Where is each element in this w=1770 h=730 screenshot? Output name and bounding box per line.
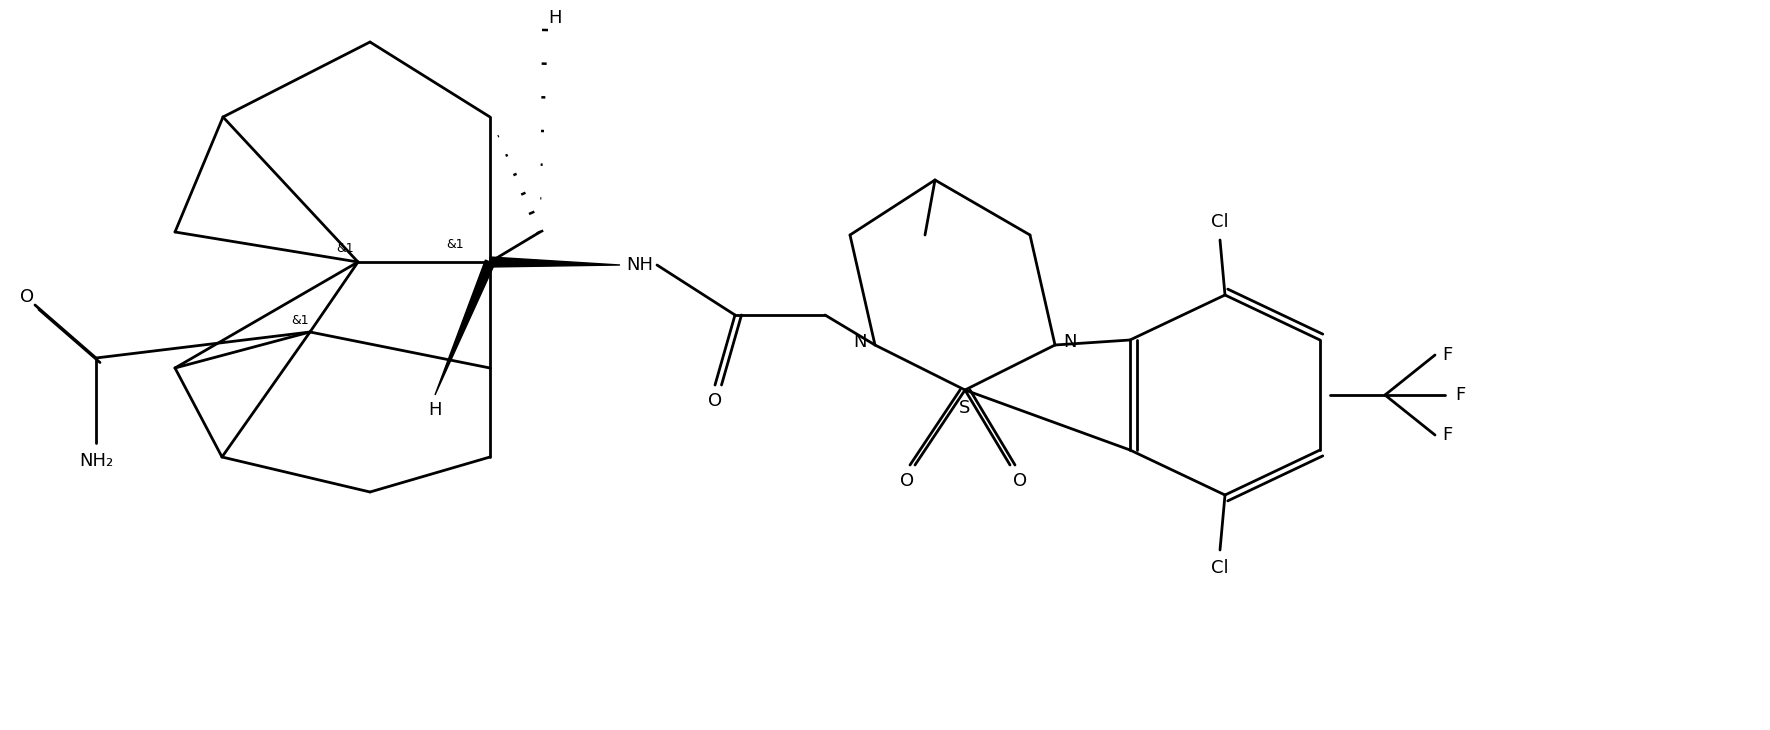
Text: O: O: [708, 392, 722, 410]
Text: &1: &1: [292, 313, 308, 326]
Text: O: O: [1012, 472, 1027, 490]
Text: F: F: [1455, 386, 1466, 404]
Text: H: H: [549, 9, 561, 27]
Polygon shape: [435, 260, 494, 395]
Text: NH₂: NH₂: [80, 452, 113, 470]
Text: NH: NH: [627, 256, 653, 274]
Text: Cl: Cl: [1211, 559, 1228, 577]
Text: S: S: [959, 399, 970, 417]
Text: &1: &1: [446, 239, 464, 252]
Text: &1: &1: [336, 242, 354, 255]
Text: F: F: [1443, 346, 1451, 364]
Text: H: H: [428, 401, 442, 419]
Text: O: O: [899, 472, 913, 490]
Text: O: O: [19, 288, 34, 306]
Polygon shape: [490, 257, 620, 267]
Text: N: N: [853, 333, 867, 351]
Text: F: F: [1443, 426, 1451, 444]
Text: N: N: [1064, 333, 1076, 351]
Text: Cl: Cl: [1211, 213, 1228, 231]
